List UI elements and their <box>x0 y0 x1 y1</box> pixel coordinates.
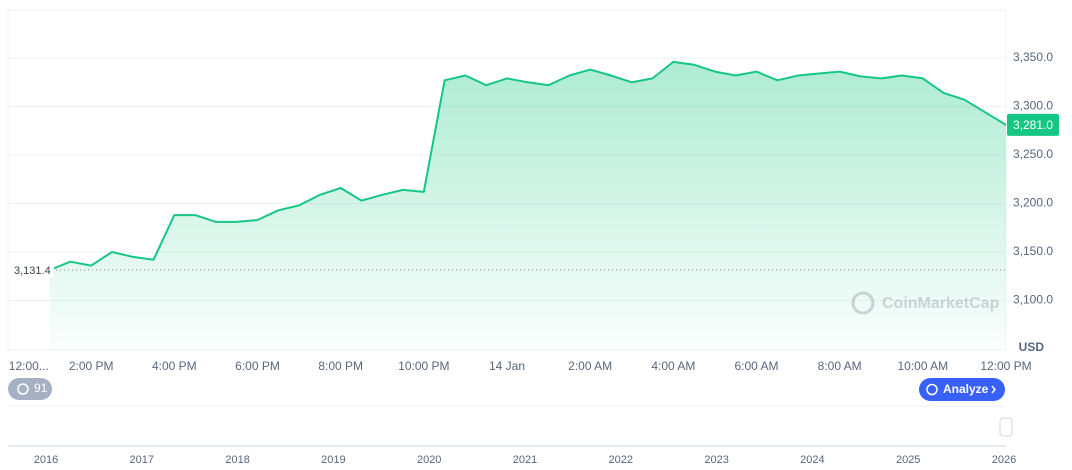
y-tick-label: 3,150.0 <box>1013 244 1053 258</box>
y-tick-label: 3,350.0 <box>1013 50 1053 64</box>
x-tick-label: 14 Jan <box>489 359 525 373</box>
navigator-year: 2017 <box>130 454 154 466</box>
x-tick-label: 4:00 AM <box>651 359 695 373</box>
x-tick-label: 10:00 PM <box>398 359 449 373</box>
current-price-badge <box>1007 113 1059 136</box>
x-tick-label: 6:00 AM <box>734 359 778 373</box>
history-count: 91 <box>34 381 48 395</box>
watermark-text: CoinMarketCap <box>882 295 1000 312</box>
reference-label-bg <box>8 262 54 279</box>
watermark: CoinMarketCap <box>851 291 1000 315</box>
currency: USD <box>1019 340 1045 354</box>
x-tick-label: 2:00 PM <box>69 359 114 373</box>
x-tick-label: 10:00 AM <box>897 359 948 373</box>
x-tick-label: 6:00 PM <box>235 359 280 373</box>
navigator-year: 2023 <box>704 454 728 466</box>
x-tick-label: 8:00 PM <box>318 359 363 373</box>
navigator-year: 2021 <box>513 454 537 466</box>
navigator-year: 2018 <box>225 454 249 466</box>
x-tick-label: 4:00 PM <box>152 359 197 373</box>
analyze-label: Analyze <box>943 382 989 396</box>
x-tick-label: 8:00 AM <box>818 359 862 373</box>
history-badge[interactable]: 91 <box>8 378 52 400</box>
x-tick-label: 12:00... <box>9 359 49 373</box>
price-line <box>49 60 1007 271</box>
navigator-year: 2020 <box>417 454 441 466</box>
navigator-year: 2025 <box>896 454 920 466</box>
x-tick-label: 12:00 PM <box>980 359 1031 373</box>
reference-label: 3,131.4 <box>14 265 51 277</box>
analyze-button[interactable]: Analyze <box>919 378 1005 401</box>
area-fill <box>49 61 1007 350</box>
navigator-year: 2022 <box>609 454 633 466</box>
y-tick-label: 3,250.0 <box>1013 147 1053 161</box>
navigator-year: 2024 <box>800 454 824 466</box>
navigator-handle[interactable] <box>999 417 1013 437</box>
y-tick-label: 3,200.0 <box>1013 196 1053 210</box>
navigator-year: 2026 <box>992 454 1016 466</box>
navigator-year: 2019 <box>321 454 345 466</box>
y-tick-label: 3,100.0 <box>1013 293 1053 307</box>
current-price-label: 3,281.0 <box>1013 118 1053 132</box>
x-tick-label: 2:00 AM <box>568 359 612 373</box>
navigator-year: 2016 <box>34 454 58 466</box>
y-tick-label: 3,300.0 <box>1013 99 1053 113</box>
